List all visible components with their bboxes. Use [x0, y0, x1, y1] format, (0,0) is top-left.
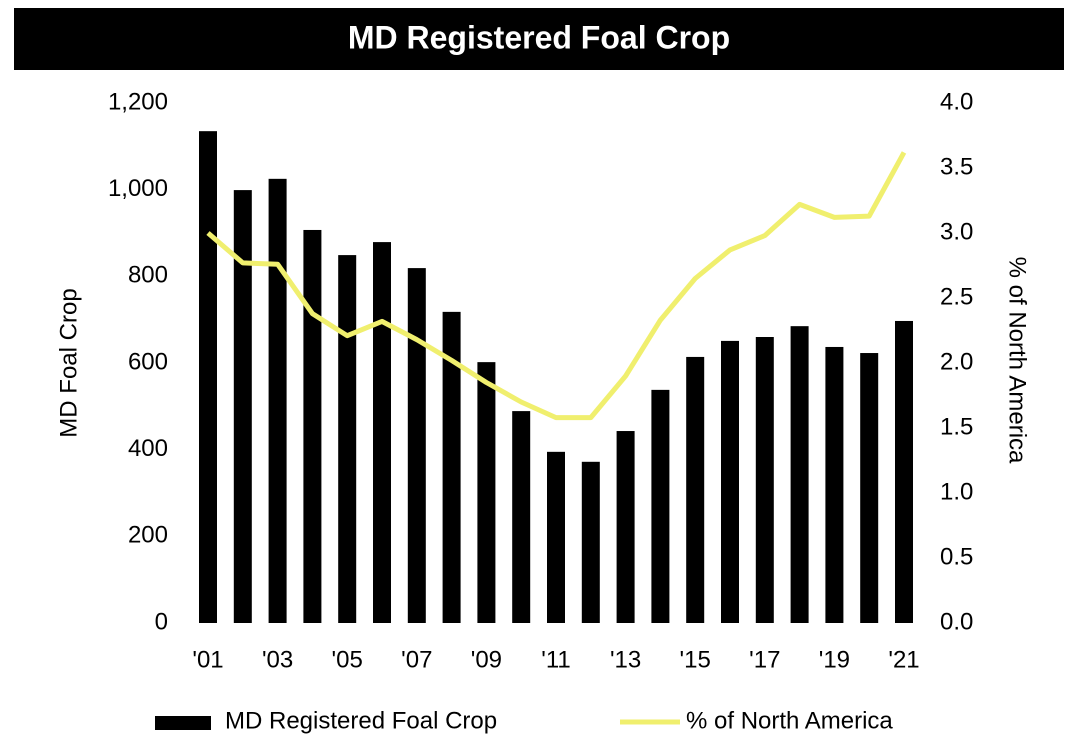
bar: [442, 311, 461, 623]
y-tick-label: 800: [128, 262, 168, 289]
y2-axis-label: % of North America: [1004, 257, 1031, 464]
y-axis-label: MD Foal Crop: [55, 288, 82, 437]
bar: [547, 451, 565, 623]
y2-tick-label: 2.5: [940, 283, 973, 310]
line: [206, 151, 907, 421]
bar: [581, 461, 600, 623]
y2-tick-label: 3.5: [940, 153, 973, 180]
title-bar: [14, 8, 1064, 70]
x-tick-label: '21: [888, 646, 919, 673]
x-tick-label: '11: [541, 646, 571, 673]
x-tick-label: '01: [192, 646, 223, 673]
bar: [651, 389, 670, 623]
y2-tick-label: 3.0: [940, 218, 973, 245]
chart-title: MD Registered Foal Crop: [348, 19, 730, 55]
y-tick-label: 600: [128, 348, 168, 375]
bar: [373, 242, 391, 623]
y-tick-label: 200: [128, 522, 168, 549]
bar: [825, 346, 844, 623]
bar: [895, 320, 913, 623]
bar: [268, 178, 287, 624]
y-tick-label: 400: [128, 435, 168, 462]
x-tick-label: '19: [819, 646, 850, 673]
bar: [686, 356, 705, 623]
y2-tick-label: 0.0: [940, 608, 973, 635]
bar: [790, 326, 809, 623]
x-tick-label: '07: [401, 646, 432, 673]
x-tick-label: '05: [332, 646, 363, 673]
y2-tick-label: 1.0: [940, 478, 973, 505]
bar: [721, 340, 739, 623]
y-tick-label: 1,200: [108, 88, 168, 115]
x-tick-label: '03: [262, 646, 293, 673]
y2-tick-label: 1.5: [940, 413, 973, 440]
x-tick-label: '17: [749, 646, 780, 673]
bar: [755, 337, 774, 623]
bar: [477, 362, 496, 623]
legend-label: % of North America: [686, 707, 893, 734]
bar: [303, 229, 322, 623]
x-tick-label: '15: [680, 646, 711, 673]
bar: [199, 131, 217, 623]
bar: [860, 353, 879, 623]
bar: [616, 431, 635, 623]
y2-tick-label: 2.0: [940, 348, 973, 375]
bar: [512, 411, 531, 623]
y2-tick-label: 0.5: [940, 543, 973, 570]
legend-label: MD Registered Foal Crop: [225, 707, 497, 734]
x-tick-label: '09: [471, 646, 502, 673]
bar: [407, 268, 426, 623]
legend-swatch: [155, 716, 211, 730]
y-tick-label: 1,000: [108, 175, 168, 202]
y-tick-label: 0: [155, 608, 168, 635]
bar: [233, 190, 252, 623]
x-tick-label: '13: [610, 646, 641, 673]
y2-tick-label: 4.0: [940, 88, 973, 115]
bar: [338, 255, 357, 623]
